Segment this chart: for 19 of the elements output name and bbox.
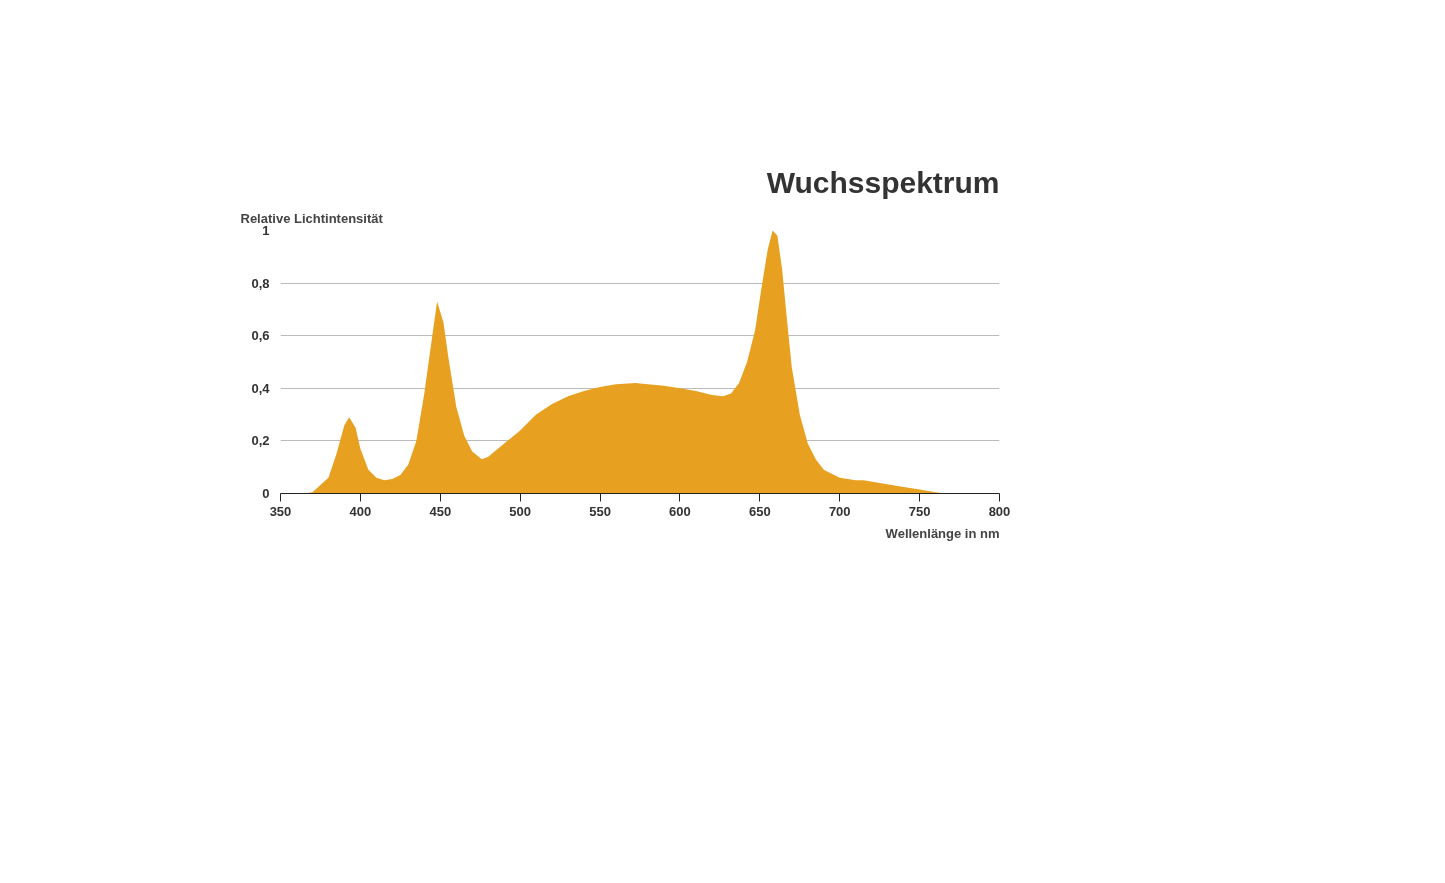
x-tick-label: 700: [828, 503, 851, 519]
y-tick-label: 0,6: [251, 328, 270, 344]
chart-title: Wuchsspektrum: [766, 165, 1000, 199]
y-tick-label: 0,8: [251, 275, 270, 291]
x-tick-label: 650: [748, 503, 771, 519]
x-tick-label: 550: [589, 503, 611, 519]
y-tick-label: 1: [262, 223, 270, 238]
x-axis-title: Wellenlänge in nm: [885, 525, 1000, 541]
x-tick-label: 400: [349, 503, 372, 519]
y-tick-label: 0,4: [251, 380, 271, 396]
x-tick-label: 450: [429, 503, 452, 519]
x-tick-label: 500: [509, 503, 532, 519]
x-tick-label: 350: [269, 503, 292, 519]
y-axis-title: Relative Lichtintensität: [240, 210, 384, 226]
x-tick-label: 750: [908, 503, 931, 519]
y-tick-label: 0,2: [251, 433, 270, 449]
y-tick-label: 0: [262, 486, 270, 501]
x-tick-label: 800: [988, 503, 1011, 519]
x-tick-label: 600: [669, 503, 691, 519]
